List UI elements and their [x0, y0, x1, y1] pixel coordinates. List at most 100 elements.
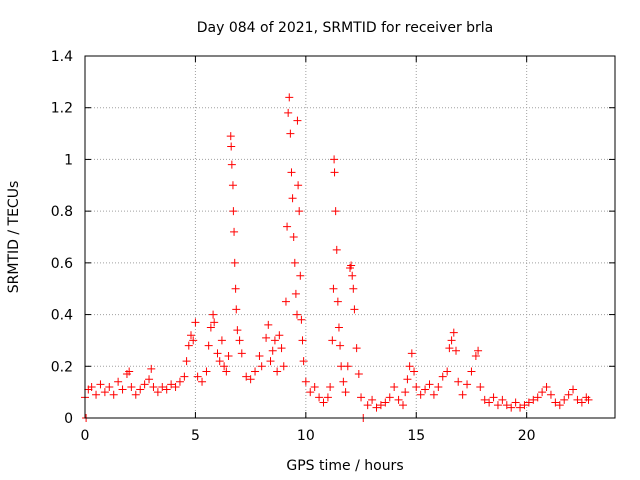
- data-point-marker: [319, 398, 328, 407]
- data-point-marker: [231, 284, 240, 293]
- data-point-marker: [529, 395, 538, 404]
- chart-title: Day 084 of 2021, SRMTID for receiver brl…: [197, 20, 494, 36]
- data-point-marker: [158, 382, 167, 391]
- data-point-marker: [339, 377, 348, 386]
- data-point-marker: [109, 390, 118, 399]
- data-point-marker: [227, 160, 236, 169]
- data-point-marker: [255, 351, 264, 360]
- data-point-marker: [210, 318, 219, 327]
- data-point-marker: [266, 357, 275, 366]
- data-point-marker: [235, 336, 244, 345]
- data-point-marker: [493, 401, 502, 410]
- data-point-marker: [209, 310, 218, 319]
- data-point-marker: [284, 108, 293, 117]
- data-point-marker: [145, 375, 154, 384]
- data-point-marker: [524, 398, 533, 407]
- data-point-marker: [454, 377, 463, 386]
- data-point-marker: [213, 349, 222, 358]
- data-point-marker: [328, 336, 337, 345]
- data-point-marker: [246, 375, 255, 384]
- data-point-marker: [217, 336, 226, 345]
- data-point-marker: [202, 367, 211, 376]
- data-point-marker: [184, 341, 193, 350]
- y-tick-label: 1.4: [51, 49, 73, 65]
- data-point-marker: [264, 320, 273, 329]
- data-point-marker: [96, 380, 105, 389]
- axis-ticks: 0 0.2 0.4 0.6 0.8 1 1.2 1.4 0 5 10 15 20: [51, 49, 615, 444]
- data-point-marker: [182, 357, 191, 366]
- data-point-marker: [286, 129, 295, 138]
- y-tick-label: 0.8: [51, 204, 73, 220]
- data-point-marker: [215, 357, 224, 366]
- data-point-marker: [511, 398, 520, 407]
- data-point-marker: [257, 362, 266, 371]
- data-point-marker: [295, 207, 304, 216]
- data-point-marker: [198, 377, 207, 386]
- data-point-marker: [390, 382, 399, 391]
- data-point-marker: [438, 372, 447, 381]
- data-point-marker: [449, 328, 458, 337]
- data-markers: [81, 93, 593, 422]
- data-point-marker: [299, 357, 308, 366]
- data-point-marker: [394, 395, 403, 404]
- data-point-marker: [291, 289, 300, 298]
- data-point-marker: [569, 385, 578, 394]
- data-point-marker: [290, 258, 299, 267]
- data-point-marker: [551, 398, 560, 407]
- data-point-marker: [189, 336, 198, 345]
- data-point-marker: [405, 362, 414, 371]
- data-point-marker: [445, 344, 454, 353]
- data-point-marker: [381, 398, 390, 407]
- data-point-marker: [275, 331, 284, 340]
- data-point-marker: [332, 245, 341, 254]
- data-point-marker: [153, 388, 162, 397]
- x-tick-label: 0: [81, 428, 90, 444]
- data-point-marker: [224, 351, 233, 360]
- data-point-marker: [229, 207, 238, 216]
- data-point-marker: [232, 305, 241, 314]
- data-point-marker: [228, 181, 237, 190]
- data-point-marker: [516, 403, 525, 412]
- data-point-marker: [560, 395, 569, 404]
- data-point-marker: [584, 395, 593, 404]
- data-point-marker: [242, 372, 251, 381]
- data-point-marker: [206, 323, 215, 332]
- data-point-marker: [489, 393, 498, 402]
- data-point-marker: [147, 364, 156, 373]
- data-point-marker: [222, 367, 231, 376]
- data-point-marker: [293, 116, 302, 125]
- data-point-marker: [434, 382, 443, 391]
- data-point-marker: [283, 222, 292, 231]
- data-point-marker: [376, 401, 385, 410]
- data-point-marker: [480, 395, 489, 404]
- data-point-marker: [564, 390, 573, 399]
- data-point-marker: [285, 93, 294, 102]
- data-point-marker: [520, 401, 529, 410]
- data-point-marker: [412, 382, 421, 391]
- data-point-marker: [546, 390, 555, 399]
- data-point-marker: [281, 297, 290, 306]
- data-point-marker: [227, 142, 236, 151]
- data-point-marker: [452, 346, 460, 355]
- data-point-marker: [334, 323, 343, 332]
- data-point-marker: [230, 258, 239, 267]
- y-tick-label: 1: [64, 152, 73, 168]
- data-point-marker: [294, 181, 303, 190]
- data-point-marker: [330, 155, 339, 164]
- data-point-marker: [485, 398, 494, 407]
- data-point-marker: [357, 393, 366, 402]
- data-point-marker: [279, 362, 288, 371]
- data-point-marker: [498, 395, 507, 404]
- y-tick-label: 0.2: [51, 359, 73, 375]
- data-point-marker: [277, 344, 286, 353]
- data-point-marker: [341, 388, 350, 397]
- data-point-marker: [323, 393, 332, 402]
- data-point-marker: [474, 346, 483, 355]
- x-tick-label: 5: [191, 428, 200, 444]
- data-point-marker: [140, 380, 149, 389]
- data-point-marker: [425, 380, 434, 389]
- data-point-marker: [296, 271, 305, 280]
- data-point-marker: [349, 284, 358, 293]
- data-point-marker: [233, 326, 242, 335]
- x-tick-label: 20: [518, 428, 536, 444]
